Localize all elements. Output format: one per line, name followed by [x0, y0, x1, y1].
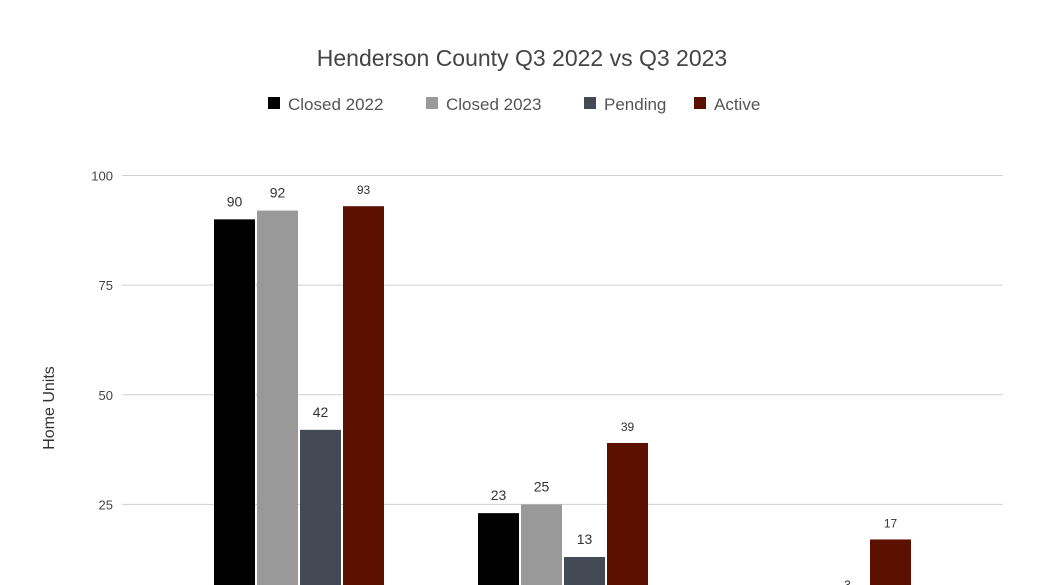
data-label: 13 — [577, 531, 593, 547]
data-labels: 902319225142133933917 — [227, 183, 898, 585]
data-label: 25 — [534, 478, 550, 494]
bar — [214, 219, 255, 585]
bar — [870, 539, 911, 585]
data-label: 39 — [621, 420, 635, 434]
bar — [300, 429, 341, 585]
bar — [564, 556, 605, 585]
bar — [343, 206, 384, 585]
data-label: 92 — [270, 185, 286, 201]
data-label: 90 — [227, 193, 243, 209]
legend: Closed 2022 Closed 2023 Pending Active — [268, 95, 760, 114]
y-tick-label: 25 — [99, 497, 113, 512]
bar — [521, 504, 562, 585]
bar — [257, 210, 298, 585]
legend-swatch — [584, 97, 596, 109]
y-axis-title: Home Units — [41, 366, 58, 450]
y-tick-label: 75 — [99, 278, 113, 293]
legend-label: Pending — [604, 95, 666, 114]
bar — [478, 513, 519, 585]
bar — [607, 442, 648, 585]
data-label: 3 — [844, 578, 851, 585]
data-label: 17 — [884, 516, 898, 530]
data-label: 23 — [491, 487, 507, 503]
y-tick-label: 50 — [99, 388, 113, 403]
legend-label: Active — [714, 95, 760, 114]
data-label: 93 — [357, 183, 371, 197]
y-tick-label: 100 — [91, 169, 113, 184]
legend-label: Closed 2022 — [288, 95, 383, 114]
legend-swatch — [426, 97, 438, 109]
legend-swatch — [694, 97, 706, 109]
data-label: 42 — [313, 404, 329, 420]
legend-label: Closed 2023 — [446, 95, 541, 114]
bars — [214, 206, 911, 585]
legend-swatch — [268, 97, 280, 109]
chart-title: Henderson County Q3 2022 vs Q3 2023 — [317, 45, 727, 71]
